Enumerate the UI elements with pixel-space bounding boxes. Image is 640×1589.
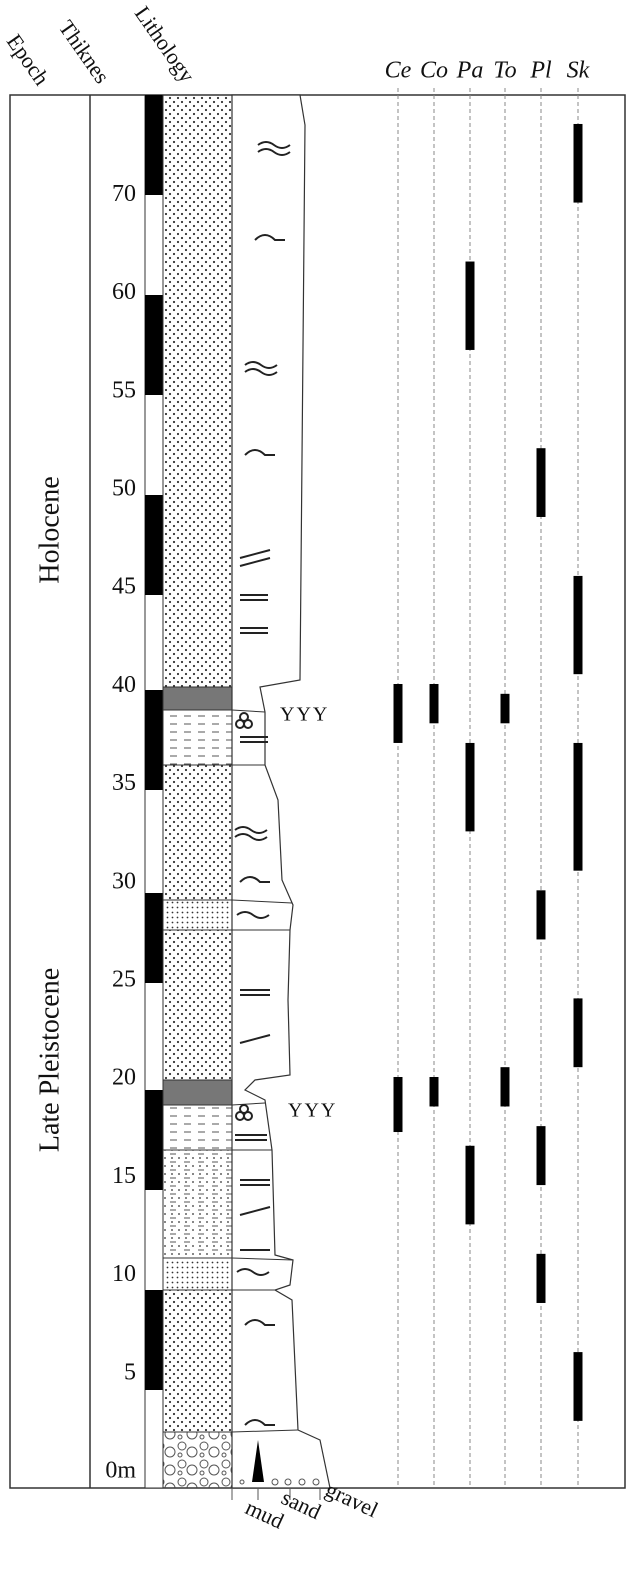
grain-ticks [231, 1478, 321, 1500]
taxon-range [465, 1145, 475, 1225]
lithology-column [162, 94, 233, 1489]
thickness-label: 5 [124, 1359, 136, 1385]
taxon-range [429, 1077, 439, 1107]
annotation: YYY [280, 704, 329, 726]
thickness-label: 20 [112, 1065, 136, 1091]
fining-triangle [252, 1440, 264, 1482]
taxon-range [500, 1067, 510, 1107]
taxon-range [465, 261, 475, 350]
thickness-label: 60 [112, 279, 136, 305]
taxon-range [536, 1126, 546, 1186]
thickness-label: 35 [112, 770, 136, 796]
thickness-label: 50 [112, 476, 136, 502]
taxon-range [536, 890, 546, 940]
structure-symbols [234, 141, 291, 1426]
taxon-range [500, 693, 510, 724]
annotation: YYY [288, 1100, 337, 1122]
taxon-range [536, 448, 546, 517]
epoch-label: Late Pleistocene [34, 968, 65, 1152]
thickness-label: 55 [112, 377, 136, 403]
thickness-label: 25 [112, 967, 136, 993]
thickness-label: 10 [112, 1261, 136, 1287]
layer-boundaries [231, 709, 299, 1433]
taxon-range [393, 1077, 403, 1133]
taxon-range [573, 998, 583, 1068]
scale-bar [144, 94, 164, 1489]
taxon-range [573, 123, 583, 203]
epoch-label: Holocene [34, 476, 65, 583]
thickness-label: 40 [112, 672, 136, 698]
taxon-range [536, 1253, 546, 1303]
taxon-label: Pl [529, 58, 552, 84]
taxon-label: Sk [567, 58, 590, 84]
taxon-range [573, 575, 583, 675]
taxon-range [393, 684, 403, 743]
taxon-label: Pa [456, 58, 484, 84]
thickness-label: 30 [112, 868, 136, 894]
thickness-label: 0m [105, 1458, 136, 1484]
taxon-range [573, 1352, 583, 1421]
taxon-label: Co [420, 58, 448, 84]
thickness-label: 15 [112, 1163, 136, 1189]
taxon-range [465, 742, 475, 832]
taxon-range [573, 742, 583, 871]
thickness-label: 45 [112, 574, 136, 600]
thickness-label: 70 [112, 181, 136, 207]
taxon-label: To [493, 58, 516, 84]
taxon-range [429, 684, 439, 724]
taxon-label: Ce [385, 58, 412, 84]
